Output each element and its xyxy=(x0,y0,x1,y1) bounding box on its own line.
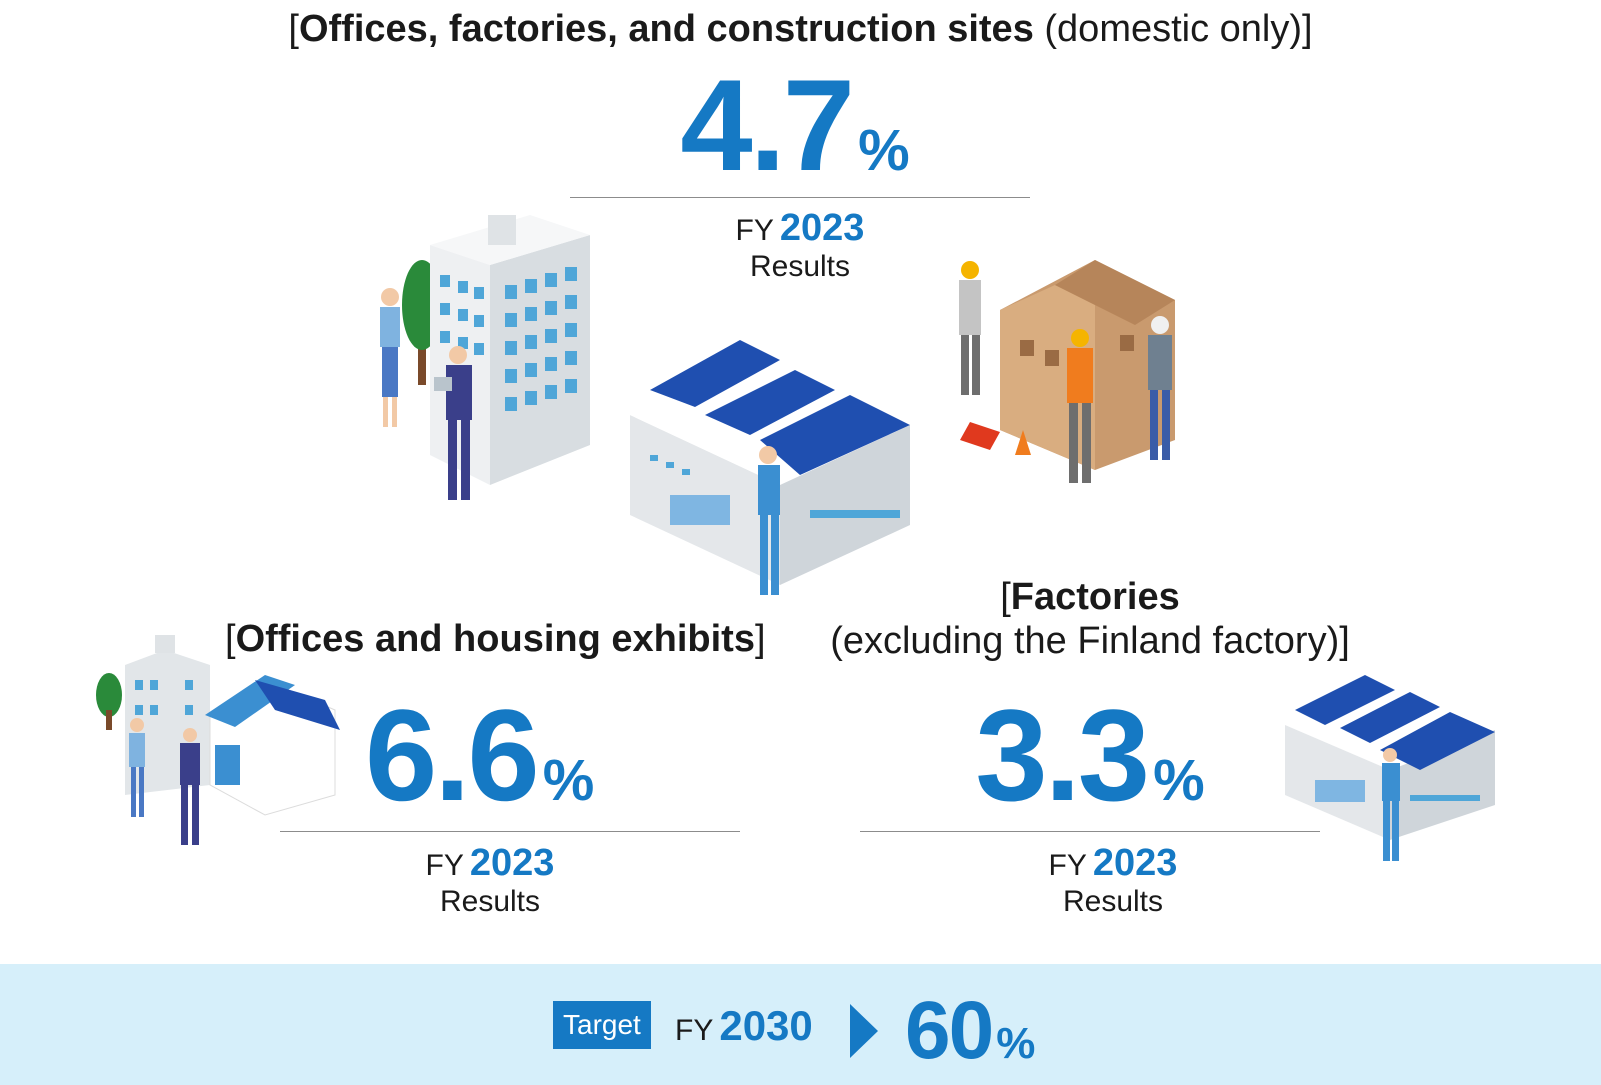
right-period: FY 2023 Results xyxy=(913,842,1313,920)
right-heading-line1-wrap: [Factories xyxy=(1000,576,1180,618)
top-year: 2023 xyxy=(779,207,865,249)
right-heading: [Factories (excluding the Finland factor… xyxy=(820,575,1360,663)
target-value: 60% xyxy=(905,990,1035,1072)
right-heading-line2-wrap: (excluding the Finland factory)] xyxy=(830,620,1350,662)
target-fy-label: FY xyxy=(675,1014,714,1047)
top-divider xyxy=(570,197,1030,198)
top-period: FY 2023 Results xyxy=(600,207,1000,285)
top-heading-rest: (domestic only) xyxy=(1044,8,1303,50)
right-divider xyxy=(860,831,1320,832)
top-heading-bold: Offices, factories, and construction sit… xyxy=(298,8,1034,50)
target-value-number: 60 xyxy=(905,985,994,1076)
right-year: 2023 xyxy=(1092,842,1178,884)
top-value: 4.7% xyxy=(560,60,1030,190)
target-band xyxy=(0,964,1601,1085)
left-results: Results xyxy=(439,885,541,918)
right-results: Results xyxy=(1062,885,1164,918)
left-value-unit: % xyxy=(542,748,595,813)
right-heading-line1: Factories xyxy=(1010,576,1180,618)
left-heading: [Offices and housing exhibits] xyxy=(225,618,766,660)
left-divider xyxy=(280,831,740,832)
target-year: 2030 xyxy=(719,1002,813,1049)
top-value-unit: % xyxy=(858,118,910,183)
target-badge: Target xyxy=(553,1001,651,1049)
left-fy-label: FY xyxy=(425,849,464,882)
arrow-right-icon xyxy=(850,1004,878,1058)
top-fy-label: FY xyxy=(735,214,774,247)
right-fy-label: FY xyxy=(1048,849,1087,882)
target-period: FY 2030 xyxy=(675,1005,813,1049)
office-and-house-illustration xyxy=(96,635,340,845)
left-period: FY 2023 Results xyxy=(290,842,690,920)
top-heading: [Offices, factories, and construction si… xyxy=(288,8,1313,50)
right-value: 3.3% xyxy=(860,690,1320,820)
right-heading-line2: (excluding the Finland factory) xyxy=(830,620,1340,662)
left-heading-bold: Offices and housing exhibits xyxy=(235,618,755,660)
office-building-illustration xyxy=(380,215,590,500)
construction-site-illustration xyxy=(959,260,1175,483)
factory-illustration xyxy=(630,340,910,595)
left-value-number: 6.6 xyxy=(365,682,540,828)
top-value-number: 4.7 xyxy=(680,52,855,198)
small-factory-illustration xyxy=(1285,675,1495,861)
right-value-number: 3.3 xyxy=(975,682,1150,828)
target-value-unit: % xyxy=(996,1019,1036,1068)
left-year: 2023 xyxy=(469,842,555,884)
top-results: Results xyxy=(749,250,851,283)
left-value: 6.6% xyxy=(365,690,594,820)
right-value-unit: % xyxy=(1153,748,1205,813)
